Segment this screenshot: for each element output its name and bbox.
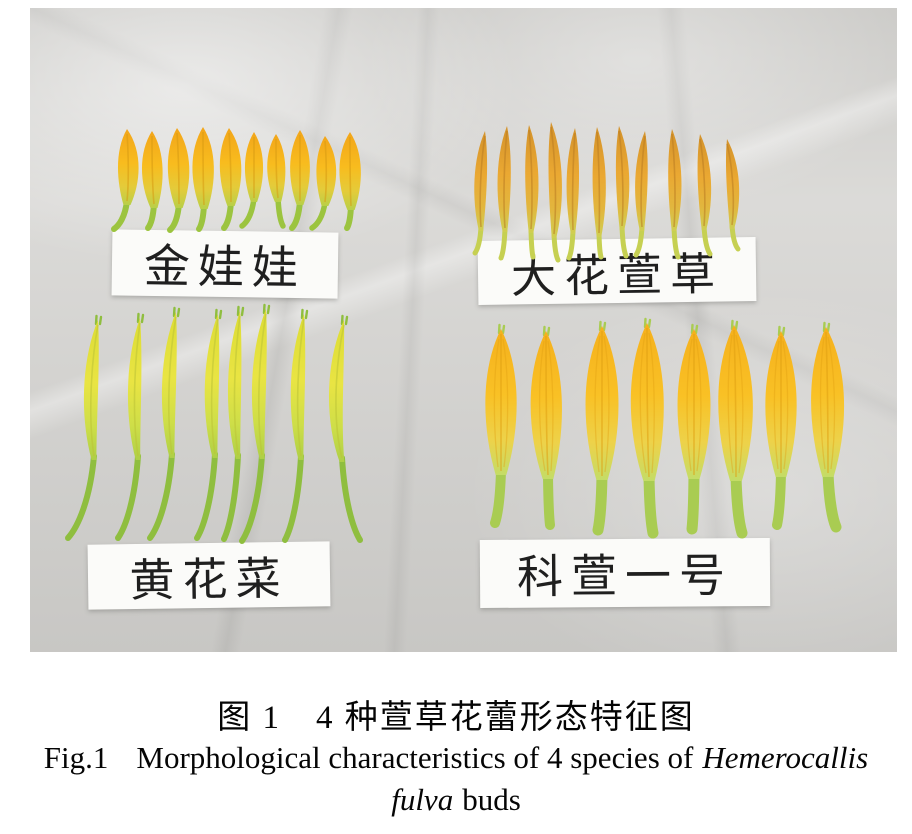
caption-english-line2: fulva buds [0,782,912,818]
caption-en-body: Morphological characteristics of 4 speci… [136,740,694,775]
caption-fig-number: Fig.1 [43,740,109,775]
label-dahuaxuancao: 大花萱草 [477,237,757,305]
caption-english-line1: Fig.1 Morphological characteristics of 4 … [0,740,912,776]
caption-chinese: 图 1 4 种萱草花蕾形态特征图 [217,700,695,736]
caption-species-italic: fulva [391,782,454,817]
caption-buds-word: buds [462,782,521,817]
caption-genus-italic: Hemerocallis [702,740,869,775]
label-kexuanyihao: 科萱一号 [479,537,771,609]
label-huanghuacai: 黄花菜 [87,541,331,610]
label-jinwawa: 金娃娃 [111,229,339,299]
